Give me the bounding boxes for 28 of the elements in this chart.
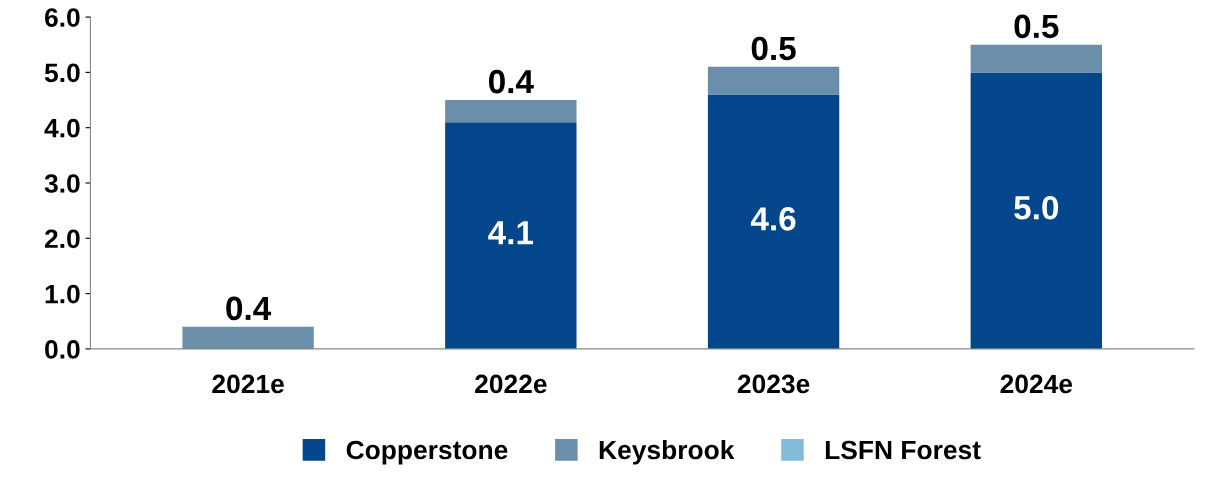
y-tick-label: 6.0: [45, 8, 80, 27]
legend-label: Copperstone: [346, 440, 508, 465]
bar: [445, 122, 577, 349]
bar: [445, 100, 577, 123]
data-label: 4.1: [488, 221, 534, 245]
data-label: 5.0: [1014, 196, 1059, 220]
legend-label: LSFN Forest: [825, 440, 981, 460]
legend-label: Keysbrook: [599, 439, 735, 465]
data-label: 0.4: [226, 296, 272, 321]
y-tick-label: 4.0: [44, 118, 80, 138]
bar: [970, 44, 1102, 73]
bar: [707, 94, 840, 349]
y-tick-label: 3.0: [44, 174, 80, 193]
y-tick-label: 2.0: [44, 229, 80, 249]
x-tick-label: 2022e: [475, 374, 547, 394]
bar: [182, 326, 314, 349]
x-tick-label: 2021e: [212, 374, 284, 394]
x-tick-label: 2024e: [1000, 374, 1073, 394]
y-tick-label: 0.0: [45, 340, 80, 359]
y-tick-label: 1.0: [45, 284, 80, 304]
data-label: 0.5: [1014, 14, 1059, 39]
y-tick-label: 5.0: [44, 63, 80, 83]
data-label: 0.4: [488, 69, 534, 94]
bar: [707, 66, 840, 95]
x-tick-label: 2023e: [737, 374, 810, 394]
data-label: 4.6: [750, 207, 796, 231]
bar: [970, 72, 1102, 349]
data-label: 0.5: [751, 36, 796, 61]
